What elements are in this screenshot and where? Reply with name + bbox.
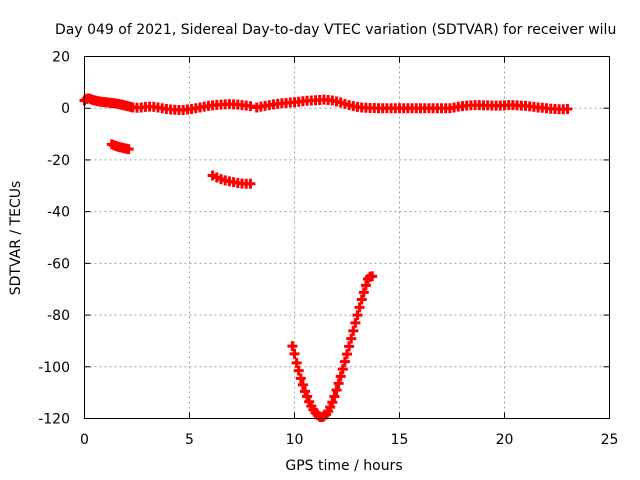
data-point	[358, 287, 369, 298]
data-point	[287, 341, 298, 352]
data-point	[367, 271, 378, 282]
series-segment	[251, 94, 455, 114]
series-segment	[449, 100, 502, 113]
series-segment	[287, 271, 378, 423]
data-point	[245, 178, 256, 189]
data-point	[300, 386, 310, 397]
data-point	[352, 310, 363, 321]
data-point	[295, 373, 306, 384]
series-segment	[106, 139, 134, 155]
x-tick-label: 5	[185, 432, 194, 448]
data-point	[339, 356, 350, 367]
data-point	[329, 391, 340, 402]
y-axis-label: SDTVAR / TECUs	[8, 181, 24, 296]
x-tick-label: 0	[80, 432, 89, 448]
data-point	[333, 378, 344, 389]
data-point	[360, 280, 371, 291]
data-point	[123, 144, 134, 155]
y-tick-label: -40	[47, 205, 70, 221]
data-point	[350, 317, 361, 328]
y-tick-label: -60	[47, 256, 70, 272]
chart-title: Day 049 of 2021, Sidereal Day-to-day VTE…	[55, 22, 616, 38]
x-axis-label: GPS time / hours	[285, 458, 402, 474]
data-point	[289, 348, 300, 359]
data-point	[562, 103, 573, 114]
y-tick-label: 20	[52, 50, 70, 66]
data-points	[79, 93, 573, 423]
y-tick-label: -120	[38, 412, 70, 428]
data-point	[344, 341, 355, 352]
x-tick-label: 10	[286, 432, 304, 448]
data-point	[354, 302, 365, 313]
axis-ticks	[84, 56, 610, 419]
plot-frame	[84, 56, 610, 419]
series-segment	[79, 93, 256, 116]
data-point	[293, 365, 304, 376]
x-tick-label: 20	[496, 432, 514, 448]
y-tick-label: 0	[61, 101, 70, 117]
y-tick-label: -80	[47, 308, 70, 324]
y-tick-labels: -120 -100 -80 -60 -40 -20 0 20	[38, 50, 70, 428]
x-tick-labels: 0 5 10 15 20 25	[80, 432, 618, 448]
data-point	[327, 397, 338, 408]
data-point	[297, 379, 308, 390]
data-point	[291, 357, 302, 368]
series-segment	[207, 170, 256, 189]
x-tick-label: 25	[601, 432, 619, 448]
data-point	[356, 294, 367, 305]
data-point	[342, 349, 352, 360]
data-point	[348, 325, 359, 336]
data-point	[337, 364, 348, 375]
data-point	[302, 391, 313, 402]
data-point	[331, 385, 342, 396]
data-point	[335, 371, 346, 382]
y-tick-label: -20	[47, 153, 70, 169]
data-point	[346, 333, 357, 344]
y-tick-label: -100	[38, 360, 70, 376]
x-tick-label: 15	[391, 432, 409, 448]
series-segment	[495, 100, 573, 115]
